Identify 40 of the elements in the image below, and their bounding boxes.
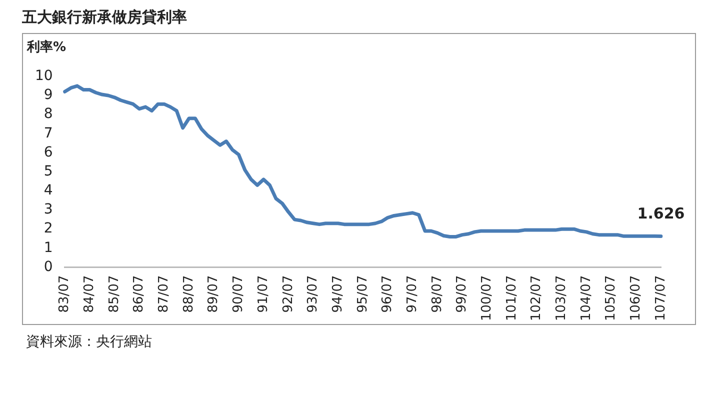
x-tick-label: 103/07 [554, 275, 570, 322]
y-axis-title: 利率% [27, 38, 68, 56]
y-tick-label: 6 [44, 144, 53, 160]
x-tick-label: 90/07 [231, 275, 246, 313]
x-tick-label: 107/07 [653, 275, 668, 322]
y-tick-label: 0 [44, 258, 53, 275]
y-tick-label: 4 [44, 182, 53, 199]
x-tick-label: 91/07 [256, 275, 271, 313]
x-tick-label: 104/07 [578, 275, 594, 322]
x-tick-label: 96/07 [380, 275, 396, 313]
x-tick-label: 93/07 [306, 275, 321, 313]
x-tick-label: 94/07 [330, 275, 346, 313]
x-tick-label: 85/07 [106, 275, 122, 313]
x-tick-label: 84/07 [82, 275, 98, 313]
y-tick-label: 3 [44, 202, 53, 218]
y-tick-label: 10 [34, 68, 53, 84]
x-tick-label: 101/07 [504, 275, 520, 322]
x-tick-label: 102/07 [529, 275, 544, 322]
source-note: 資料來源：央行網站 [26, 333, 153, 351]
x-tick-label: 98/07 [430, 275, 445, 313]
x-tick-label: 92/07 [280, 275, 296, 313]
x-tick-label: 99/07 [454, 275, 470, 313]
x-tick-label: 105/07 [604, 275, 619, 322]
x-tick-label: 95/07 [355, 275, 370, 313]
y-tick-label: 9 [44, 87, 53, 104]
annotation: 1.626 [637, 204, 685, 223]
y-tick-label: 2 [44, 220, 53, 237]
x-tick-label: 97/07 [404, 275, 420, 313]
x-tick-label: 100/07 [479, 275, 494, 322]
x-tick-label: 88/07 [181, 275, 196, 313]
x-tick-label: 86/07 [132, 275, 147, 313]
x-tick-label: 89/07 [206, 275, 222, 313]
y-tick-label: 5 [44, 163, 53, 180]
chart-title: 五大銀行新承做房貸利率 [22, 8, 188, 27]
x-tick-label: 83/07 [57, 275, 72, 313]
x-tick-label: 87/07 [156, 275, 172, 313]
x-tick-label: 106/07 [628, 275, 644, 322]
y-tick-label: 1 [44, 240, 53, 256]
y-tick-label: 8 [44, 106, 53, 122]
y-tick-label: 7 [44, 125, 53, 142]
